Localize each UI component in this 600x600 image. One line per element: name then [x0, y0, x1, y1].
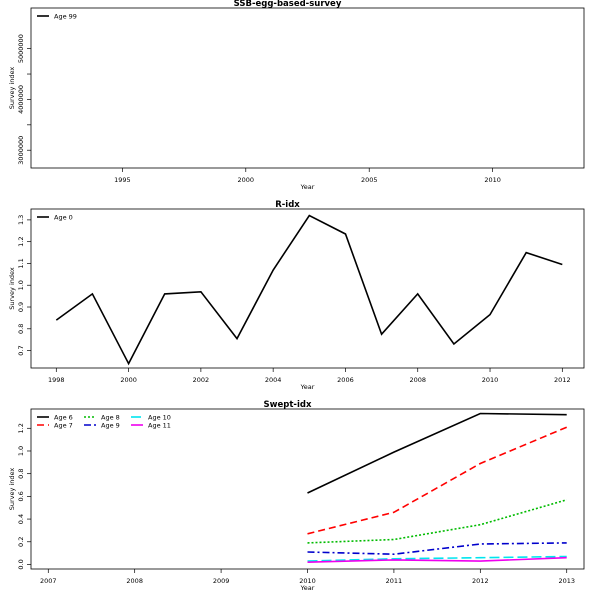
- x-tick-label: 2010: [299, 577, 316, 585]
- chart-title: SSB-egg-based-survey: [234, 0, 342, 9]
- y-tick-label: 1.2: [17, 236, 25, 246]
- plot-frame: [30, 208, 585, 369]
- series-line-age-6: [307, 412, 567, 494]
- y-tick-label: 1.2: [17, 423, 25, 433]
- y-tick-label: 0.6: [17, 491, 25, 501]
- x-tick-label: 2008: [126, 577, 143, 585]
- series-line-age-9: [307, 542, 567, 556]
- series-line-age-10: [307, 555, 567, 562]
- x-tick-label: 2006: [337, 376, 354, 384]
- x-tick-label: 1995: [114, 176, 131, 184]
- y-tick-label: 1.0: [17, 280, 25, 290]
- x-axis-label: Year: [300, 584, 315, 592]
- y-tick-label: 1.0: [17, 446, 25, 456]
- legend-label: Age 8: [101, 413, 120, 421]
- x-tick-label: 2010: [484, 176, 501, 184]
- legend-label: Age 11: [148, 421, 171, 429]
- x-tick-label: 2002: [193, 376, 210, 384]
- x-tick-label: 2009: [213, 577, 230, 585]
- series-line-age-0: [55, 214, 563, 366]
- y-tick-label: 5000000: [17, 34, 25, 63]
- x-tick-label: 1998: [48, 376, 65, 384]
- plot-frame: [30, 7, 585, 169]
- x-tick-label: 2013: [558, 577, 575, 585]
- plot-frame: [30, 408, 585, 570]
- y-axis-label: Survey index: [8, 67, 16, 110]
- y-tick-label: 1.3: [17, 215, 25, 225]
- x-axis-label: Year: [300, 183, 315, 191]
- y-tick-label: 0.2: [17, 537, 25, 547]
- x-tick-label: 2008: [409, 376, 426, 384]
- series-line-age-8: [307, 499, 567, 544]
- x-tick-label: 2012: [472, 577, 489, 585]
- x-axis-label: Year: [300, 383, 315, 391]
- legend-label: Age 10: [148, 413, 171, 421]
- y-tick-label: 0.8: [17, 324, 25, 334]
- legend-label: Age 99: [54, 12, 77, 20]
- y-tick-label: 4000000: [17, 85, 25, 114]
- y-axis-label: Survey index: [8, 468, 16, 511]
- y-axis-label: Survey index: [8, 267, 16, 310]
- chart-panel-1: R-idx 1998 2000 2002 2004 2006 2008 2010 2012 0.7…: [8, 200, 585, 391]
- legend-label: Age 9: [101, 421, 120, 429]
- y-tick-label: 0.0: [17, 559, 25, 569]
- x-tick-label: 2000: [120, 376, 137, 384]
- y-tick-label: 3000000: [17, 136, 25, 165]
- series-line-age-7: [307, 426, 568, 535]
- x-tick-label: 2012: [554, 376, 571, 384]
- x-tick-label: 2010: [482, 376, 499, 384]
- y-tick-label: 0.9: [17, 302, 25, 312]
- y-tick-label: 0.4: [17, 514, 25, 524]
- legend-label: Age 7: [54, 421, 73, 429]
- y-tick-label: 1.1: [17, 258, 25, 268]
- x-tick-label: 2000: [238, 176, 255, 184]
- chart-panel-2: Swept-idx 2007 2008 2009 2010 2011 2012 2013 0.0…: [8, 400, 585, 592]
- series-line-age-11: [307, 556, 567, 563]
- chart-panel-0: SSB-egg-based-survey 1995 2000 2005 2010 3000…: [8, 0, 585, 191]
- x-tick-label: 2004: [265, 376, 282, 384]
- x-tick-label: 2011: [386, 577, 403, 585]
- y-tick-label: 0.8: [17, 469, 25, 479]
- legend-label: Age 6: [54, 413, 73, 421]
- chart-title: Swept-idx: [264, 400, 312, 410]
- x-tick-label: 2005: [361, 176, 378, 184]
- x-tick-label: 2007: [40, 577, 57, 585]
- legend-label: Age 0: [54, 213, 73, 221]
- chart-title: R-idx: [275, 200, 300, 210]
- y-tick-label: 0.7: [17, 345, 25, 355]
